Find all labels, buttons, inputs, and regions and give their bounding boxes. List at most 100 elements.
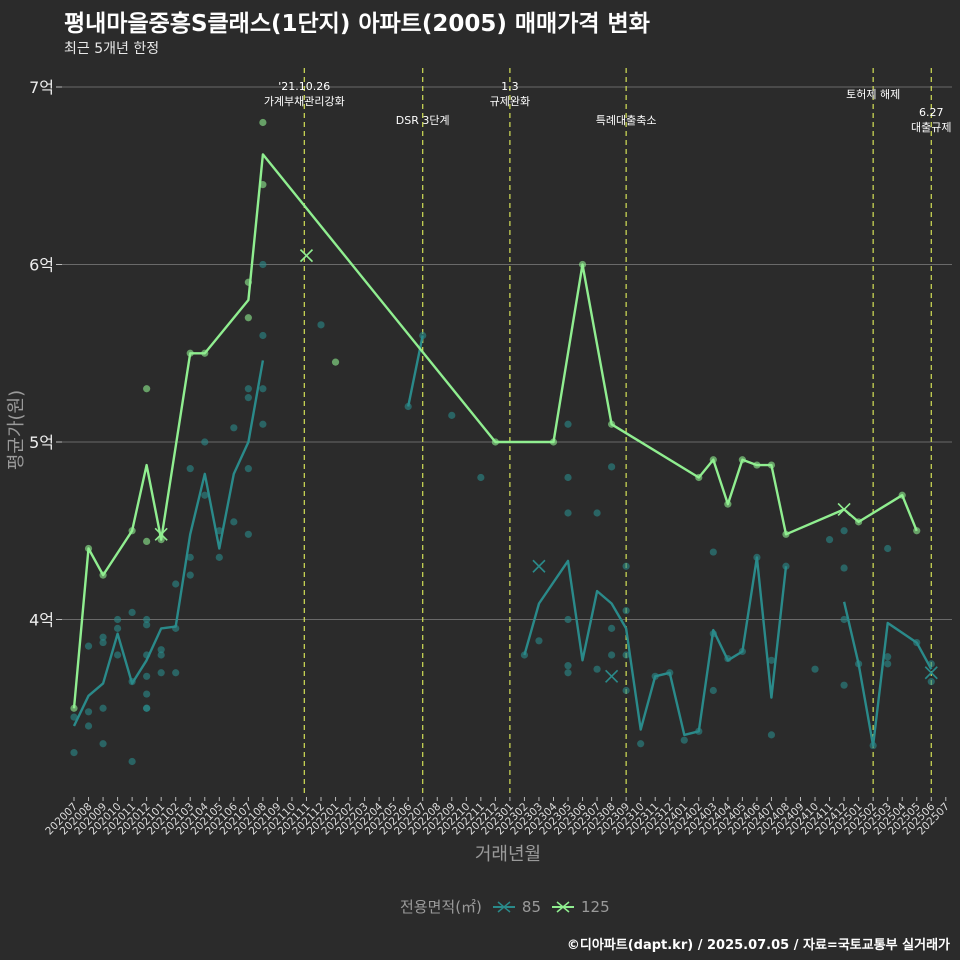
series-85-point [884, 653, 892, 661]
legend-item-125: 125 [551, 898, 610, 916]
series-85-point [244, 385, 252, 393]
series-85-point [99, 740, 107, 748]
series-85-point [709, 548, 717, 556]
series-85-point [259, 385, 267, 393]
legend-label-125: 125 [581, 897, 610, 916]
series-85-point [113, 651, 122, 659]
x-axis-label: 거래년월 [475, 844, 541, 865]
series-85-point [70, 713, 78, 721]
series-85-point [143, 615, 151, 624]
series-lines [72, 153, 933, 747]
series-85-point [709, 686, 717, 695]
series-85-point [404, 402, 412, 411]
cancel-stroke [299, 249, 314, 263]
series-85-point [564, 615, 572, 624]
series-125-cancelled-marker [154, 527, 168, 541]
series-85-point [884, 544, 892, 553]
series-85-point [244, 465, 252, 473]
series-85-point [535, 637, 543, 645]
series-85-line [523, 556, 788, 737]
series-125-cancelled-marker [837, 502, 851, 517]
series-85-point [230, 518, 238, 526]
series-85-point [593, 509, 601, 517]
event-label: 가계부채관리강화 [264, 95, 345, 108]
series-125-point [259, 118, 267, 127]
event-label: 1.3 [501, 80, 519, 93]
chart-subtitle: 최근 5개년 한정 [64, 41, 160, 57]
series-85-point [143, 672, 151, 680]
series-85-point [84, 708, 93, 716]
cancel-stroke [605, 669, 619, 683]
series-85-point [186, 465, 194, 473]
legend-swatch-85-icon [492, 900, 515, 913]
cancel-stroke [154, 527, 168, 541]
series-85-point [172, 669, 180, 677]
series-85-point [157, 646, 165, 654]
series-85-cancelled-marker [532, 559, 546, 573]
event-label: DSR 3단계 [396, 114, 450, 127]
series-85-point [622, 607, 630, 615]
series-85-point [564, 420, 572, 428]
series-85-point [840, 527, 848, 535]
series-125-point [331, 358, 340, 366]
series-85-point [477, 473, 485, 482]
series-85-point [244, 530, 252, 538]
legend-title: 전용면적(㎡) [400, 898, 482, 916]
series-85-point [622, 562, 630, 570]
series-85-point [128, 757, 136, 766]
tick-label-y: 4억 [29, 611, 54, 630]
series-85-point [201, 491, 209, 499]
series-85-point [840, 564, 848, 572]
series-85-point [564, 473, 572, 482]
series-85-line [407, 335, 424, 407]
series-85-point [84, 722, 93, 730]
series-85-point [186, 571, 194, 579]
tick-label-y: 5억 [29, 433, 54, 452]
series-85-point [448, 411, 456, 419]
series-85-point [201, 438, 209, 446]
series-85-point [564, 662, 572, 670]
event-label: 특례대출축소 [596, 114, 657, 127]
series-125-cancelled-marker [299, 249, 314, 263]
series-85-point [84, 642, 93, 650]
event-label: 6.27 [919, 106, 944, 119]
cancel-stroke [532, 559, 546, 573]
series-125-point [143, 537, 151, 546]
series-85-point [608, 651, 616, 659]
series-85-cancelled-marker [605, 669, 619, 683]
series-85-point [782, 562, 790, 570]
event-label: '21.10.26 [278, 80, 330, 93]
series-85-point [128, 608, 136, 617]
tick-label-y: 6억 [29, 256, 54, 275]
series-85-point [70, 749, 78, 757]
series-125-line [72, 153, 918, 709]
series-85-point [767, 731, 776, 739]
series-85-point [622, 651, 630, 659]
tick-label-y: 7억 [29, 78, 54, 97]
series-85-point [608, 463, 616, 471]
series-85-point [767, 656, 776, 664]
series-85-point [419, 331, 427, 340]
series-85-point [172, 580, 180, 588]
cancel-stroke [837, 502, 851, 517]
series-85-point [259, 420, 267, 428]
series-85-point [143, 690, 151, 698]
series-85-point [143, 621, 151, 629]
cancel-stroke [924, 666, 938, 680]
series-125-point [244, 314, 252, 322]
series-85-point [259, 331, 267, 340]
series-85-point [186, 553, 194, 561]
series-85-point [680, 736, 688, 744]
series-85-point [608, 624, 616, 632]
series-85-point [99, 638, 107, 647]
series-85-point [215, 527, 223, 535]
y-axis-label: 평균가(원) [6, 390, 27, 470]
series-85-point [215, 553, 223, 561]
series-85-point [244, 394, 252, 402]
series-85-point [113, 615, 122, 624]
legend: 전용면적(㎡) 85 125 [400, 896, 610, 917]
event-label: 대출규제 [911, 121, 951, 134]
series-85-point [825, 536, 834, 544]
